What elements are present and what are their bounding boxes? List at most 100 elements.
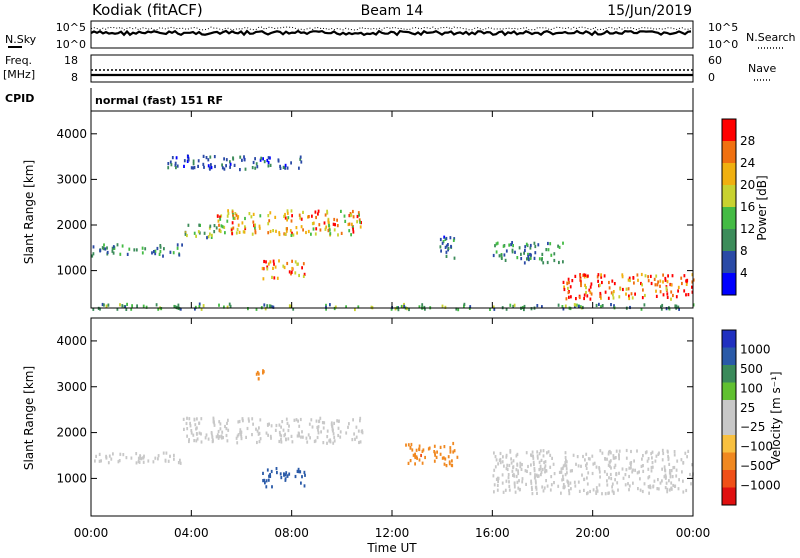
heatmap-cell (352, 227, 354, 231)
heatmap-cell (135, 248, 138, 252)
heatmap-cell (543, 460, 545, 465)
heatmap-cell (441, 456, 444, 460)
heatmap-cell (405, 443, 407, 447)
heatmap-cell (666, 280, 669, 284)
heatmap-cell (291, 214, 293, 218)
heatmap-cell (633, 459, 635, 463)
heatmap-cell (591, 454, 594, 458)
heatmap-cell (510, 457, 512, 461)
heatmap-cell (107, 303, 110, 307)
heatmap-cell (449, 446, 452, 450)
heatmap-cell (562, 474, 564, 478)
heatmap-cell (628, 484, 631, 488)
heatmap-cell (333, 435, 336, 439)
heatmap-cell (195, 234, 197, 238)
heatmap-cell (500, 256, 503, 260)
heatmap-cell (290, 219, 293, 223)
heatmap-cell (303, 470, 306, 474)
heatmap-cell (328, 439, 331, 443)
heatmap-cell (213, 230, 216, 234)
heatmap-cell (103, 243, 105, 247)
heatmap-cell (670, 290, 673, 294)
heatmap-cell (299, 470, 302, 474)
freq-tick-bottom: 8 (71, 71, 78, 84)
heatmap-cell (241, 221, 244, 225)
heatmap-cell (315, 419, 318, 423)
heatmap-cell (634, 468, 636, 472)
heatmap-cell (262, 369, 264, 373)
heatmap-cell (394, 307, 397, 311)
heatmap-cell (307, 229, 310, 234)
heatmap-cell (657, 487, 660, 491)
heatmap-cell (600, 275, 603, 279)
heatmap-cell (540, 458, 543, 462)
heatmap-cell (254, 166, 257, 170)
heatmap-cell (618, 295, 621, 299)
heatmap-cell (325, 303, 327, 307)
heatmap-cell (445, 464, 448, 468)
heatmap-cell (541, 467, 544, 472)
heatmap-cell (542, 454, 545, 458)
heatmap-cell (422, 448, 425, 452)
heatmap-cell (666, 292, 669, 296)
heatmap-cell (494, 455, 497, 459)
heatmap-cell (612, 296, 615, 300)
heatmap-cell (258, 426, 260, 430)
heatmap-cell (314, 232, 317, 236)
heatmap-cell (571, 469, 573, 473)
heatmap-cell (284, 212, 286, 217)
heatmap-cell (665, 481, 668, 485)
heatmap-cell (283, 232, 286, 236)
heatmap-cell (534, 473, 536, 477)
heatmap-cell (421, 461, 424, 465)
colorbar-tick-label: 24 (740, 156, 755, 170)
colorbar-swatch (722, 251, 736, 273)
heatmap-cell (298, 424, 301, 428)
heatmap-cell (662, 451, 665, 456)
heatmap-cell (492, 474, 495, 478)
heatmap-cell (126, 252, 129, 256)
heatmap-cell (251, 232, 254, 236)
heatmap-cell (439, 245, 442, 249)
heatmap-cell (119, 303, 121, 307)
heatmap-cell (691, 280, 694, 284)
heatmap-cell (449, 236, 452, 240)
heatmap-cell (200, 417, 203, 421)
heatmap-cell (507, 473, 510, 477)
heatmap-cell (529, 256, 532, 260)
frequency-panel: Freq. [MHz] 18 8 60 0 Nave (3, 54, 776, 84)
heatmap-cell (294, 474, 297, 479)
heatmap-cell (255, 162, 258, 166)
heatmap-cell (691, 285, 693, 289)
heatmap-cell (116, 307, 119, 311)
heatmap-cell (226, 214, 229, 218)
heatmap-cell (154, 249, 157, 253)
heatmap-cell (644, 274, 647, 278)
heatmap-cell (221, 430, 224, 434)
velocity-colorbar: 1000 500 100 25 −25 −100 −500 −1000 Velocity [m… (721, 329, 783, 506)
heatmap-cell (326, 435, 329, 439)
heatmap-cell (587, 274, 589, 278)
heatmap-cell (302, 210, 304, 214)
heatmap-cell (664, 486, 667, 490)
heatmap-cell (288, 304, 291, 308)
heatmap-cell (237, 433, 240, 437)
heatmap-cell (539, 449, 542, 453)
noise-tick-top-right: 10^5 (708, 21, 738, 34)
heatmap-cell (255, 307, 258, 311)
heatmap-cell (232, 226, 235, 230)
heatmap-cell (236, 227, 239, 232)
heatmap-cell (159, 245, 162, 249)
heatmap-cell (655, 289, 657, 293)
heatmap-cell (333, 421, 335, 425)
heatmap-cell (599, 449, 602, 453)
heatmap-cell (670, 297, 672, 301)
heatmap-cell (305, 230, 307, 235)
heatmap-cell (649, 274, 652, 278)
heatmap-cell (578, 305, 580, 309)
heatmap-cell (231, 210, 234, 214)
heatmap-cell (563, 287, 566, 292)
heatmap-cell (176, 246, 179, 250)
heatmap-cell (614, 463, 617, 467)
heatmap-cell (197, 230, 200, 234)
